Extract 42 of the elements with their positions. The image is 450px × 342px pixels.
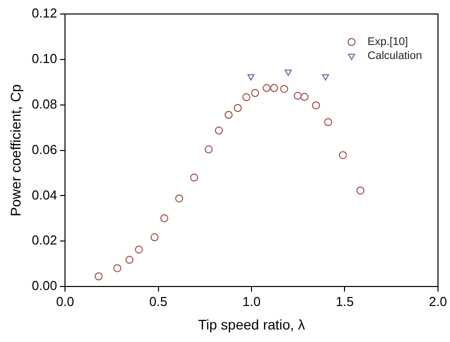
point	[294, 92, 302, 100]
point	[134, 246, 143, 254]
y-tick-label: 0.08	[32, 96, 58, 112]
point	[247, 74, 255, 80]
x-tick-label: 0.0	[56, 294, 74, 309]
point	[234, 104, 242, 112]
y-tick-label: 0.04	[32, 187, 58, 202]
point	[270, 84, 278, 92]
point	[322, 74, 330, 80]
point	[284, 70, 292, 76]
point	[324, 118, 332, 126]
point	[150, 233, 159, 242]
point	[251, 89, 260, 98]
point	[160, 214, 168, 222]
point	[300, 92, 308, 101]
point	[356, 186, 364, 195]
point	[224, 110, 233, 119]
y-tick-label: 0.10	[32, 51, 58, 66]
x-tick-label: 0.5	[149, 294, 168, 309]
x-tick-label: 1.5	[336, 294, 354, 309]
legend-label: Exp.[10]	[368, 36, 408, 48]
point	[190, 174, 198, 182]
y-tick-label: 0.00	[32, 278, 58, 294]
y-tick-label: 0.06	[32, 142, 58, 157]
point	[262, 84, 271, 92]
point	[280, 84, 288, 93]
point	[125, 256, 134, 264]
x-tick-label: 2.0	[428, 294, 448, 309]
legend-label: Calculation	[368, 50, 422, 62]
point	[312, 101, 320, 110]
point	[113, 264, 122, 272]
point	[94, 272, 103, 280]
point	[175, 194, 184, 202]
y-tick-label: 0.12	[32, 6, 58, 21]
y-tick-label: 0.02	[32, 232, 58, 248]
x-axis-title: Tip speed ratio, λ	[198, 316, 305, 332]
point	[338, 151, 347, 160]
x-tick-label: 1.0	[242, 294, 261, 309]
point	[214, 126, 223, 135]
point	[204, 145, 213, 154]
point	[242, 93, 250, 102]
y-axis-title: Power coefficient, Cp	[7, 84, 24, 216]
